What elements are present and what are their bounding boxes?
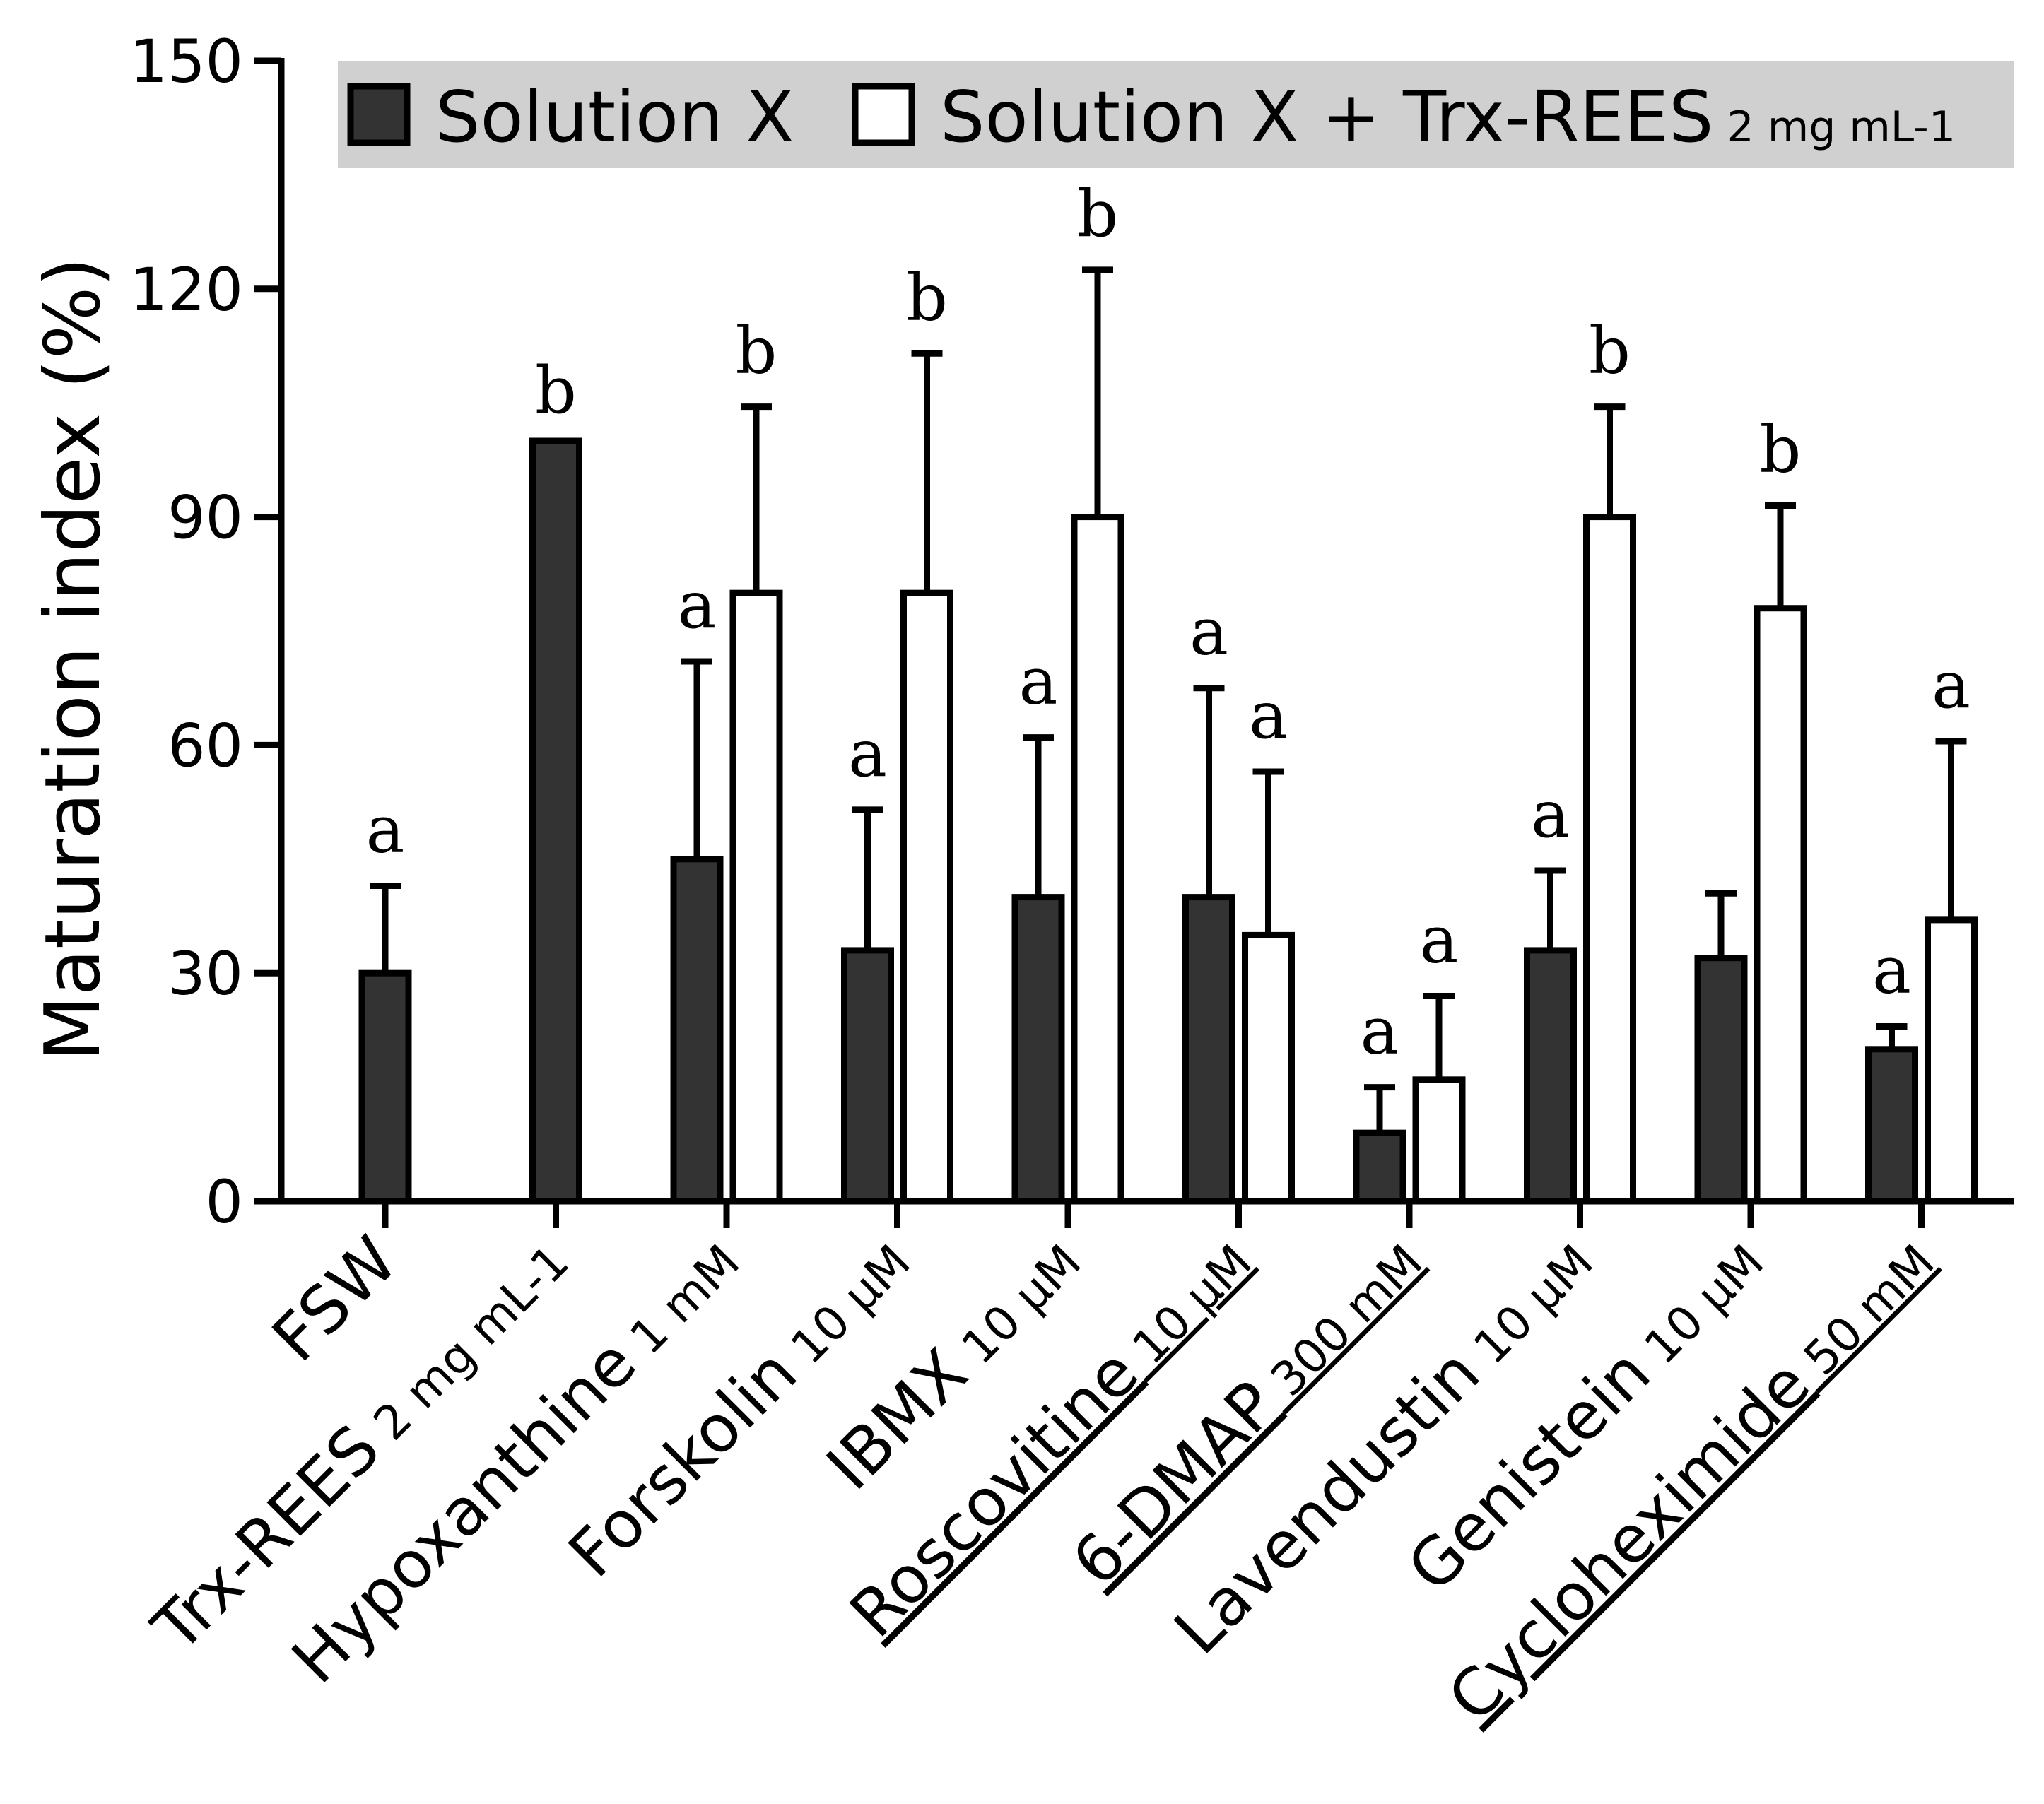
bar-s0-7 [1524,947,1577,1205]
bar-s0-6 [1353,1129,1406,1205]
sig-letter-s1-4: b [1077,176,1119,252]
sig-letter-s0-5: a [1190,594,1228,670]
sig-letter-s1-5: a [1249,678,1288,753]
bar-s0-1 [529,437,582,1205]
bar-s1-9 [1925,916,1978,1205]
sig-letter-s1-2: b [736,313,777,389]
sig-letter-s0-7: a [1531,777,1570,852]
sig-letter-s0-4: a [1019,644,1058,719]
bar-s0-5 [1182,894,1235,1205]
bar-s1-6 [1412,1076,1466,1205]
category-unit-7: 10 µM [1452,1234,1603,1385]
y-tick-label-0: 0 [206,1167,243,1237]
category-unit-3: 10 µM [770,1234,920,1385]
legend-label-s1: Solution X + Trx-REES 2 mg mL-1 [940,76,1956,158]
bar-s1-8 [1754,605,1807,1205]
y-tick-label-60: 60 [168,711,243,780]
y-axis-title: Maturation index (%) [29,257,117,1062]
category-text-0: FSW [258,1222,412,1376]
sig-letter-s0-1: b [535,353,577,428]
legend-swatch-s0 [347,83,411,146]
sig-letter-s0-0: a [366,791,405,867]
y-tick-label-150: 150 [130,27,243,96]
category-unit-2: 1 mM [609,1234,751,1376]
sig-letter-s1-8: b [1760,411,1802,487]
category-unit-8: 10 µM [1623,1234,1774,1385]
bar-s1-3 [900,589,953,1205]
legend-swatch-s1 [852,83,915,146]
legend-label-s0: Solution X [435,76,794,158]
legend-label-s1-name: Solution X + Trx-REES [940,76,1713,158]
sig-letter-s1-6: a [1420,902,1459,977]
sig-letter-s0-6: a [1361,994,1399,1069]
category-unit-5: 10 µM [1111,1234,1262,1385]
legend: Solution X Solution X + Trx-REES 2 mg mL-… [338,61,2014,168]
bar-s0-2 [670,856,724,1205]
y-tick-label-120: 120 [130,255,243,324]
category-name-0: FSW [258,1222,412,1376]
sig-letter-s0-9: a [1872,933,1911,1008]
legend-label-s1-suffix: 2 mg mL-1 [1713,102,1956,152]
bar-s1-7 [1583,514,1636,1205]
category-label-0: FSW [258,1222,412,1376]
y-tick-label-90: 90 [168,483,243,553]
bar-s0-8 [1694,955,1748,1205]
y-tick-label-30: 30 [168,939,243,1008]
sig-letter-s0-3: a [848,716,887,791]
sig-letter-s1-7: b [1589,313,1631,389]
bar-s1-5 [1242,931,1295,1205]
bar-s1-4 [1071,514,1124,1205]
category-unit-4: 10 µM [941,1234,1091,1385]
bar-s0-4 [1011,894,1065,1205]
sig-letter-s1-9: a [1932,647,1970,723]
bar-s0-3 [841,947,894,1205]
bar-s1-2 [729,589,783,1205]
bar-s0-9 [1865,1046,1918,1205]
bar-s0-0 [358,969,412,1205]
sig-letter-s1-3: b [906,259,948,335]
category-unit-9: 50 mM [1783,1234,1945,1396]
sig-letter-s0-2: a [678,567,717,643]
legend-box [338,61,2014,168]
